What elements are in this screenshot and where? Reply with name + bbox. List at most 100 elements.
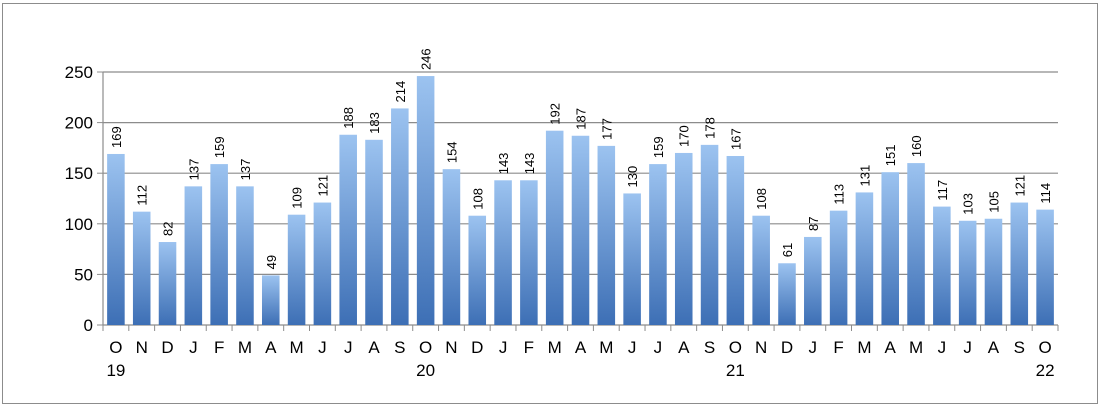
data-label: 183	[367, 112, 382, 134]
y-tick-labels: 0 50 100 150 200 250	[65, 63, 93, 335]
bar	[236, 186, 254, 325]
x-tick-label: N	[136, 338, 148, 357]
x-tick-label: O	[109, 338, 122, 357]
data-label: 113	[832, 184, 847, 205]
bar	[184, 186, 203, 325]
bar	[468, 215, 487, 325]
bar	[752, 215, 770, 325]
x-tick-label: J	[499, 338, 508, 357]
data-label: 167	[728, 128, 743, 150]
bar	[571, 135, 590, 325]
data-label: 143	[522, 153, 537, 175]
bar	[391, 108, 409, 325]
data-label: 192	[548, 103, 563, 125]
bar	[829, 210, 848, 325]
x-tick-label: O	[1038, 338, 1051, 357]
x-tick-label: M	[238, 338, 252, 357]
data-label: 121	[315, 175, 330, 197]
x-tick-label: D	[161, 338, 173, 357]
bar	[442, 169, 461, 325]
x-tick-label: J	[654, 338, 663, 357]
x-tick-label: J	[963, 338, 972, 357]
bar	[649, 164, 667, 325]
x-tick-label: N	[755, 338, 767, 357]
x-tick-labels: O N D J F M A M J J A S O N D J F M A M J J A S O N D J F M A M J J A S O19 2…	[106, 338, 1054, 380]
x-tick-label: S	[394, 338, 405, 357]
bar	[674, 152, 693, 325]
x-tick-label: J	[938, 338, 947, 357]
bar	[313, 202, 332, 325]
bars	[107, 76, 1054, 325]
bar	[1036, 209, 1054, 325]
bar	[287, 214, 306, 325]
data-label: 137	[238, 159, 253, 181]
x-tick-label: M	[857, 338, 871, 357]
x-tick-label: A	[368, 338, 380, 357]
x-tick-label: A	[575, 338, 587, 357]
data-label: 61	[780, 243, 795, 257]
data-label: 214	[393, 81, 408, 103]
x-tick-label: J	[189, 338, 198, 357]
y-tick-label: 50	[74, 265, 93, 284]
bar	[907, 163, 925, 325]
x-tick-label: M	[548, 338, 562, 357]
x-tick-label: J	[809, 338, 818, 357]
bar	[958, 220, 977, 325]
x-tick-label: D	[781, 338, 793, 357]
year-label: 21	[726, 361, 745, 380]
bar	[132, 211, 151, 325]
data-label: 82	[161, 222, 176, 236]
x-tick-label: J	[318, 338, 327, 357]
x-tick-label: A	[678, 338, 690, 357]
bar	[520, 180, 538, 325]
bar	[158, 242, 177, 325]
y-tick-label: 200	[65, 114, 93, 133]
data-label: 177	[599, 118, 614, 140]
x-tick-label: N	[445, 338, 457, 357]
data-label: 108	[754, 188, 769, 210]
x-tick-label: O	[729, 338, 742, 357]
y-tick-label: 150	[65, 164, 93, 183]
data-label: 170	[677, 125, 692, 147]
data-label: 246	[419, 48, 434, 70]
year-label: 22	[1036, 361, 1055, 380]
x-tick-label: S	[1014, 338, 1025, 357]
bar	[339, 134, 357, 325]
data-label: 178	[703, 117, 718, 139]
data-label: 143	[496, 153, 511, 175]
bar	[597, 145, 616, 325]
data-label: 159	[651, 136, 666, 158]
bar	[804, 236, 822, 325]
x-tick-label: F	[524, 338, 534, 357]
x-tick-label: J	[344, 338, 353, 357]
x-tick-label: A	[988, 338, 1000, 357]
x-tick-label: M	[599, 338, 613, 357]
data-label: 109	[290, 187, 305, 209]
data-label: 105	[986, 191, 1001, 213]
bar	[416, 76, 435, 325]
data-label: 114	[1038, 183, 1053, 204]
bar	[881, 172, 900, 325]
data-label: 130	[625, 166, 640, 188]
data-label: 151	[883, 144, 898, 166]
data-label: 154	[444, 141, 459, 163]
x-tick-label: F	[833, 338, 843, 357]
chart-frame: 169 112 82 137 159 137 49 109 121 188 183 214 246 154…	[2, 3, 1098, 404]
bar	[726, 155, 745, 325]
data-label: 137	[186, 159, 201, 181]
bar-chart: 169 112 82 137 159 137 49 109 121 188 183 214 246 154…	[65, 48, 1059, 380]
bar	[623, 193, 641, 325]
bar	[855, 192, 874, 325]
data-label: 159	[212, 136, 227, 158]
x-tick-label: J	[628, 338, 637, 357]
bar	[494, 180, 512, 325]
x-tick-label: F	[214, 338, 224, 357]
year-label: 20	[416, 361, 435, 380]
bar	[984, 218, 1003, 325]
bar	[261, 275, 280, 325]
bar	[1010, 202, 1029, 325]
x-tick-label: A	[885, 338, 897, 357]
x-tick-label: D	[471, 338, 483, 357]
data-label: 188	[341, 107, 356, 129]
y-tick-label: 0	[84, 316, 93, 335]
